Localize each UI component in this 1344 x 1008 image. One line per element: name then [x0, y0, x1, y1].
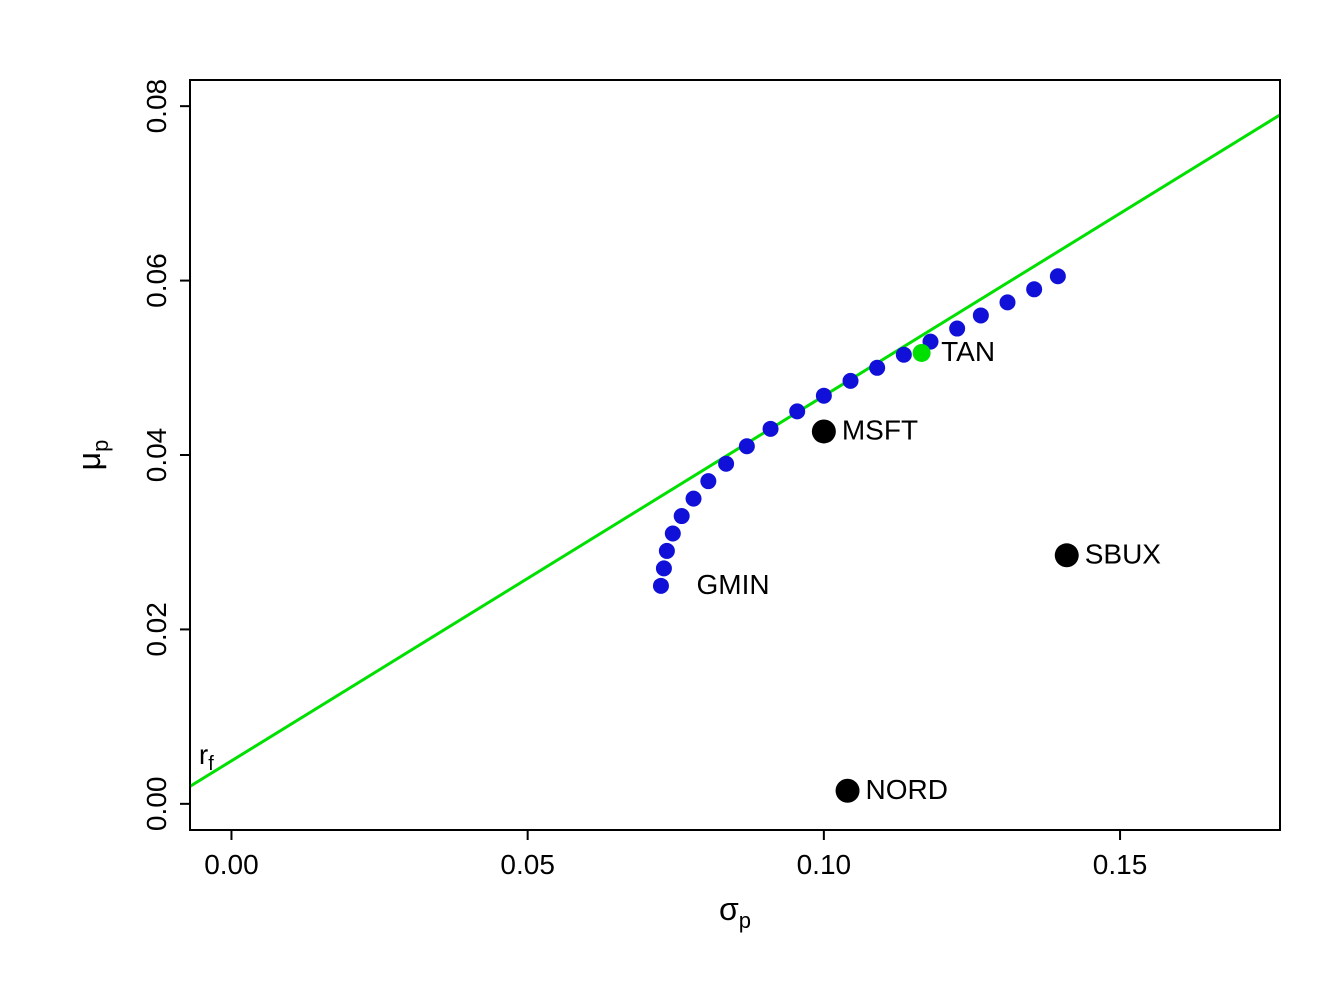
y-axis-title: μp [71, 440, 113, 471]
x-tick-label: 0.00 [204, 849, 259, 880]
y-tick-label: 0.00 [141, 777, 172, 832]
x-tick-label: 0.05 [500, 849, 555, 880]
annotation-tan: TAN [941, 336, 995, 367]
asset-point-nord [836, 779, 860, 803]
x-axis-title: σp [719, 891, 751, 933]
chart-container: MSFT SBUX NORD TAN GMIN rf 0.00 0.05 0.10 0.15 0.0… [0, 0, 1344, 1008]
x-tick-label: 0.10 [797, 849, 852, 880]
y-tick-label: 0.02 [141, 602, 172, 657]
y-tick-label: 0.06 [141, 253, 172, 308]
tangent-line [190, 115, 1280, 787]
annotation-gmin: GMIN [696, 569, 769, 600]
tangent-portfolio-point [913, 344, 931, 362]
asset-label-sbux: SBUX [1085, 538, 1162, 569]
efficient-frontier-chart: MSFT SBUX NORD TAN GMIN rf 0.00 0.05 0.10 0.15 0.0… [0, 0, 1344, 1008]
annotation-rf: rf [199, 739, 214, 775]
x-tick-label: 0.15 [1093, 849, 1148, 880]
y-tick-label: 0.04 [141, 428, 172, 483]
asset-label-nord: NORD [866, 774, 948, 805]
asset-points: MSFT SBUX NORD [812, 414, 1161, 804]
asset-label-msft: MSFT [842, 414, 918, 445]
asset-point-sbux [1055, 543, 1079, 567]
plot-border [190, 80, 1280, 830]
asset-point-msft [812, 419, 836, 443]
y-tick-label: 0.08 [141, 79, 172, 133]
